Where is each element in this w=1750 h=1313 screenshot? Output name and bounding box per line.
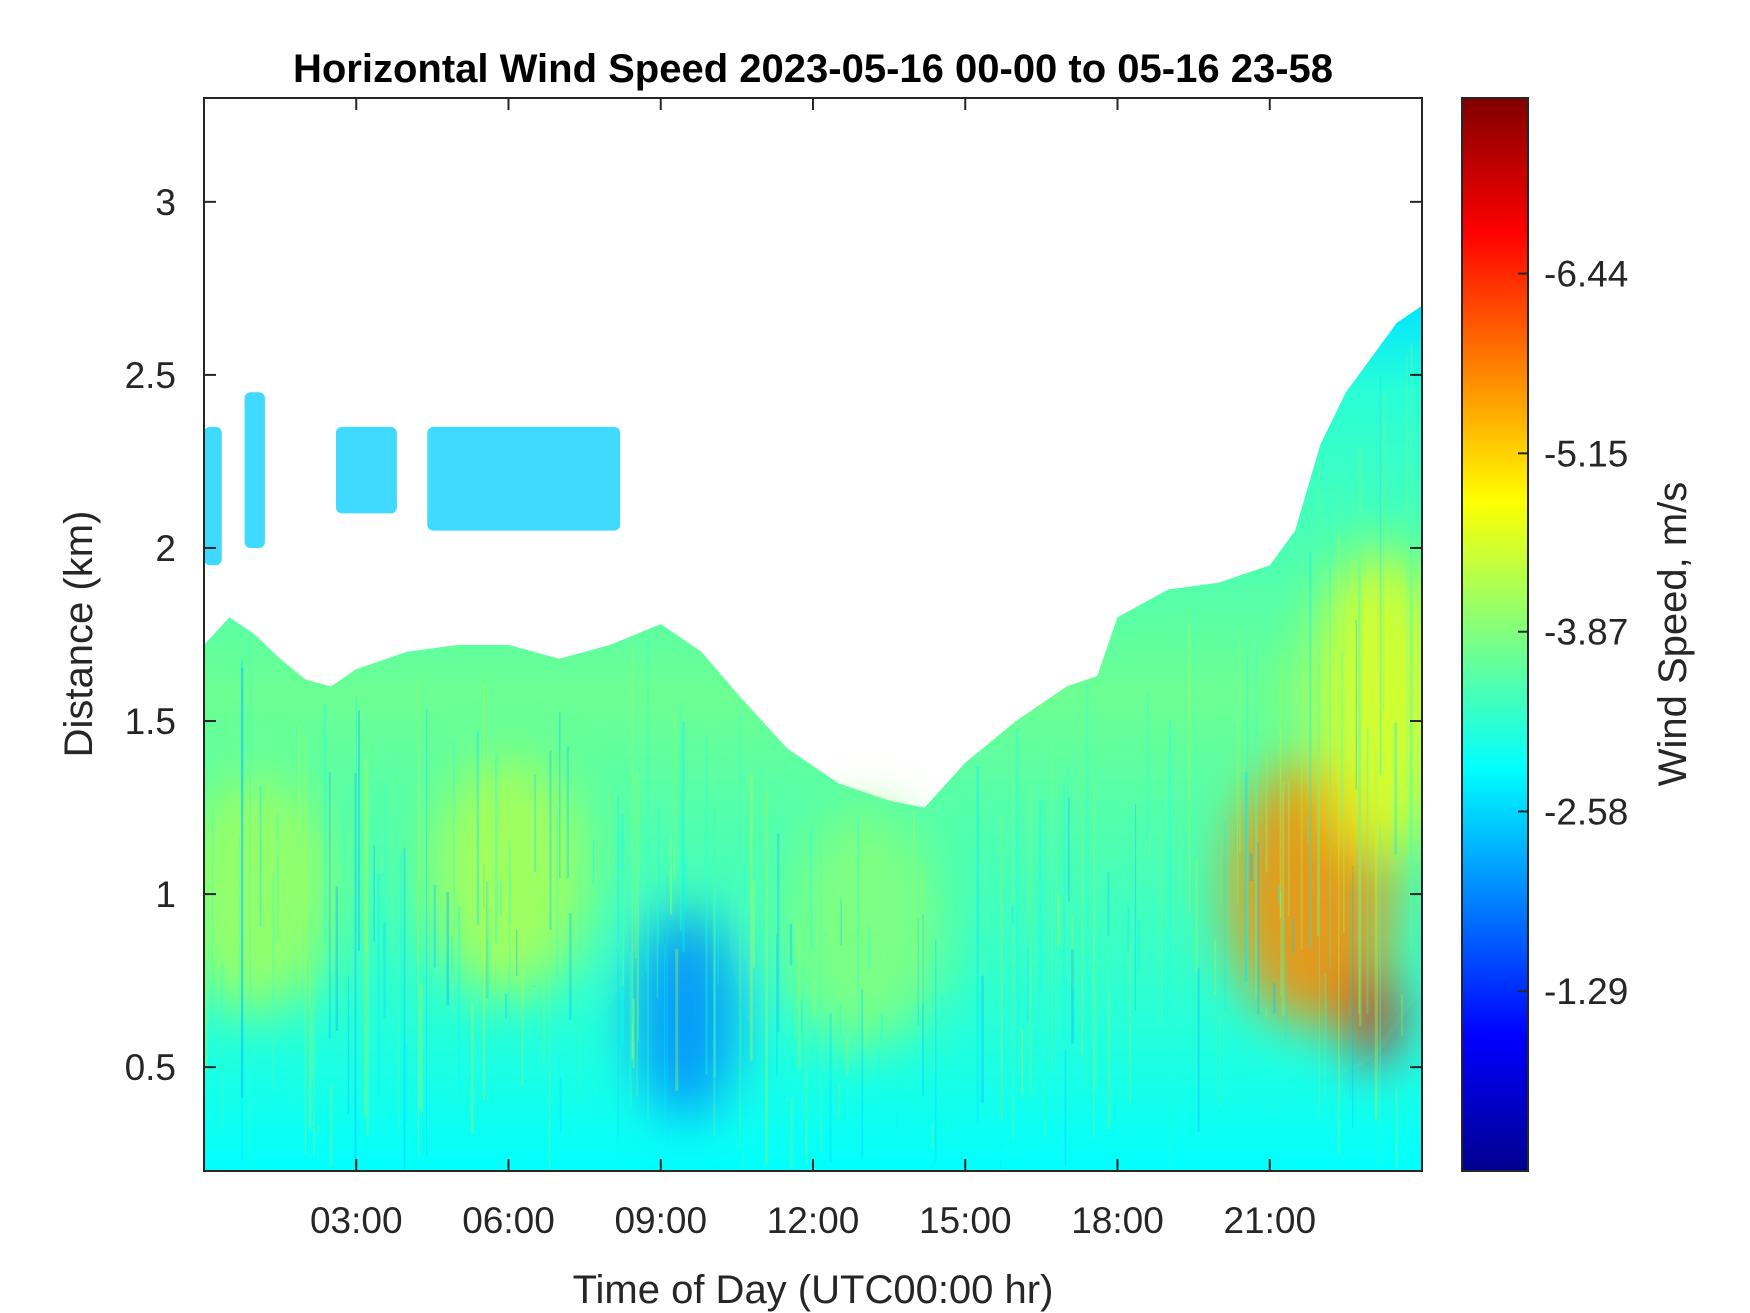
wind-speed-patch — [782, 807, 945, 1050]
x-axis-label: Time of Day (UTC00:00 hr) — [573, 1268, 1054, 1312]
y-tick-label: 2 — [155, 528, 176, 569]
colorbar-ticks: -1.29 -2.58 -3.87 -5.15 -6.44 — [1518, 254, 1628, 1012]
x-tick-label: 18:00 — [1071, 1200, 1164, 1241]
colorbar-tick-label: -6.44 — [1544, 254, 1628, 295]
colorbar-tick-label: -1.29 — [1544, 971, 1628, 1012]
elevated-returns — [204, 392, 621, 566]
x-tick-label: 09:00 — [614, 1200, 707, 1241]
x-tick-label: 03:00 — [310, 1200, 403, 1241]
colorbar: -1.29 -2.58 -3.87 -5.15 -6.44 Wind Speed, m/… — [1461, 97, 1695, 1172]
wind-speed-patch — [1315, 548, 1422, 860]
wind-field-patches — [204, 548, 1422, 1120]
elevated-return-patch — [335, 426, 397, 514]
wind-speed-patch — [1345, 966, 1397, 1064]
x-tick-label: 21:00 — [1223, 1200, 1316, 1241]
colorbar-tick-label: -5.15 — [1544, 433, 1628, 474]
colorbar-tick-label: -2.58 — [1544, 791, 1628, 832]
wind-speed-patch — [427, 755, 590, 998]
y-tick-label: 0.5 — [125, 1047, 176, 1088]
wind-speed-patch — [204, 772, 336, 1016]
x-tick-label: 12:00 — [767, 1200, 860, 1241]
y-axis-label: Distance (km) — [57, 511, 101, 758]
y-axis: 0.5 1 1.5 2 2.5 3 — [125, 182, 1422, 1088]
colorbar-label: Wind Speed, m/s — [1651, 482, 1695, 787]
wind-speed-patch — [635, 911, 737, 1120]
x-axis: 03:00 06:00 09:00 12:00 15:00 18:00 21:00 — [310, 98, 1316, 1241]
elevated-return-patch — [244, 392, 265, 548]
y-tick-label: 3 — [155, 182, 176, 223]
vertical-streaks — [204, 343, 1422, 1171]
elevated-return-patch — [427, 426, 621, 531]
chart-title: Horizontal Wind Speed 2023-05-16 00-00 t… — [293, 47, 1333, 91]
colorbar-tick-label: -3.87 — [1544, 612, 1628, 653]
y-tick-label: 1.5 — [125, 701, 176, 742]
x-tick-label: 15:00 — [919, 1200, 1012, 1241]
colorbar-gradient — [1461, 97, 1529, 1172]
elevated-return-patch — [204, 426, 222, 566]
plot-area — [204, 305, 1422, 1171]
y-tick-label: 2.5 — [125, 355, 176, 396]
x-tick-label: 06:00 — [462, 1200, 555, 1241]
y-tick-label: 1 — [155, 874, 176, 915]
